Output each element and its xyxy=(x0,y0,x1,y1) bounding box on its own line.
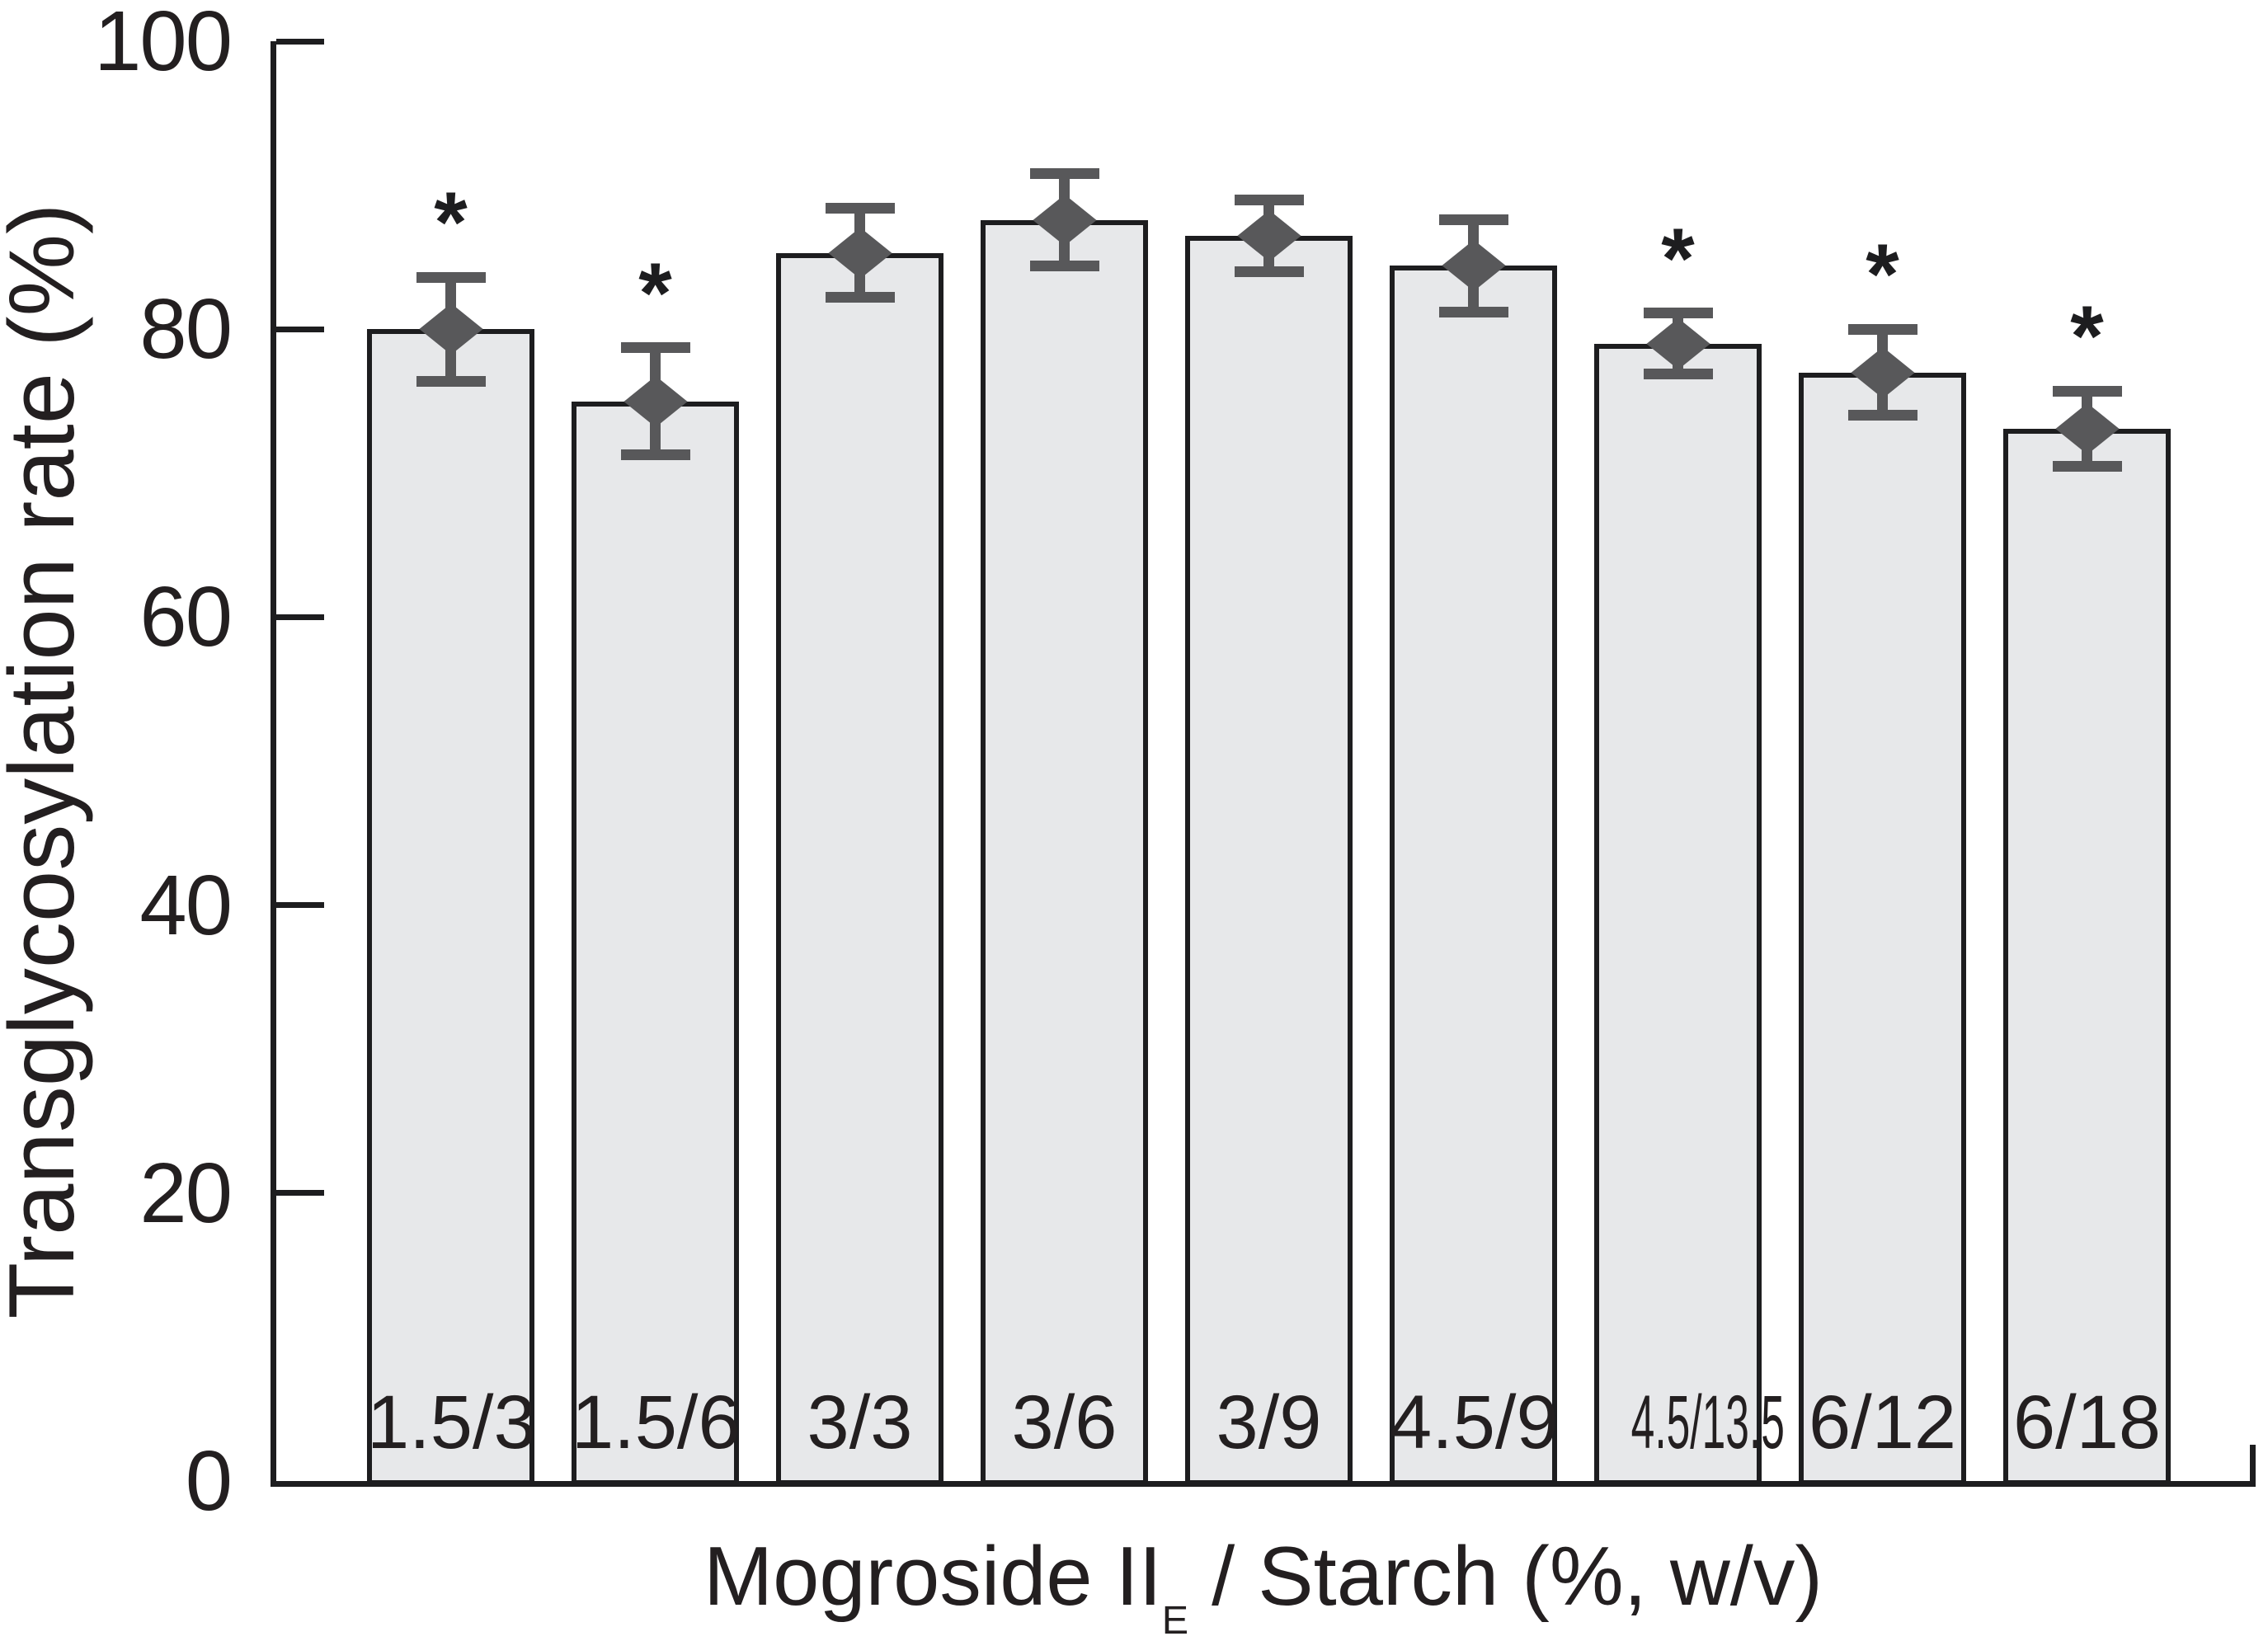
error-bar-cap-top xyxy=(1847,323,1917,335)
error-bar-cap-bottom xyxy=(620,449,690,460)
y-axis-line xyxy=(271,41,276,1487)
error-bar-cap-bottom xyxy=(2052,460,2122,472)
y-axis-tick xyxy=(276,38,324,45)
bar-label: 1.5/6 xyxy=(572,1380,741,1465)
error-bar-cap-top xyxy=(1438,214,1508,225)
x-axis-title-subscript: E xyxy=(1161,1597,1189,1641)
bar: 6/12 xyxy=(1799,372,1966,1485)
significance-asterisk: * xyxy=(1661,210,1695,307)
bar-label: 6/18 xyxy=(2012,1380,2162,1465)
error-bar-cap-top xyxy=(1234,194,1304,205)
x-axis-end-tick xyxy=(2250,1445,2256,1481)
bar: 1.5/6 xyxy=(572,401,741,1485)
x-axis-title-main: Mogroside II xyxy=(703,1531,1162,1623)
bar: 3/6 xyxy=(981,219,1148,1485)
y-axis-tick-label: 20 xyxy=(139,1145,233,1240)
y-axis-tick-label: 80 xyxy=(139,281,233,377)
error-bar-cap-top xyxy=(620,342,690,354)
significance-asterisk: * xyxy=(638,245,672,341)
bar-label: 4.5/13.5 xyxy=(1630,1380,1785,1465)
significance-asterisk: * xyxy=(1866,227,1899,323)
y-axis-tick xyxy=(276,902,324,909)
significance-asterisk: * xyxy=(2070,289,2104,385)
bar: 4.5/13.5 xyxy=(1594,343,1785,1485)
y-axis-tick-label: 40 xyxy=(139,857,233,952)
bar-label: 3/6 xyxy=(1011,1380,1118,1465)
x-axis-title-tail: / Starch (%, w/v) xyxy=(1188,1531,1823,1623)
y-axis-tick xyxy=(276,326,324,332)
error-bar-cap-top xyxy=(1029,168,1099,180)
y-axis-tick xyxy=(276,614,324,620)
error-bar-cap-bottom xyxy=(1438,306,1508,317)
bar-label: 6/12 xyxy=(1808,1380,1957,1465)
y-axis-tick-label: 0 xyxy=(185,1433,233,1528)
y-axis-tick-label: 60 xyxy=(139,569,233,665)
error-bar-cap-bottom xyxy=(1029,260,1099,271)
bar: 4.5/9 xyxy=(1390,266,1559,1485)
error-bar-cap-bottom xyxy=(1847,410,1917,421)
bar: 3/3 xyxy=(776,252,943,1485)
bar-label: 1.5/3 xyxy=(367,1380,536,1465)
y-axis-tick xyxy=(276,1190,324,1197)
y-axis-title: Transglycosylation rate (%) xyxy=(0,203,93,1319)
error-bar-cap-top xyxy=(1643,308,1713,319)
bar: 3/9 xyxy=(1185,235,1353,1485)
y-axis-tick-label: 100 xyxy=(94,0,233,88)
error-bar-cap-top xyxy=(2052,385,2122,397)
error-bar-cap-bottom xyxy=(1643,368,1713,379)
bar-label: 4.5/9 xyxy=(1390,1380,1559,1465)
bar: 6/18 xyxy=(2003,428,2171,1485)
error-bar-cap-bottom xyxy=(416,375,486,387)
bar: 1.5/3 xyxy=(367,329,536,1485)
significance-asterisk: * xyxy=(434,175,468,271)
x-axis-title: Mogroside IIE / Starch (%, w/v) xyxy=(271,1529,2256,1640)
error-bar-cap-top xyxy=(825,203,895,214)
error-bar-cap-bottom xyxy=(1234,266,1304,277)
error-bar-cap-top xyxy=(416,271,486,283)
bar-label: 3/3 xyxy=(807,1380,913,1465)
error-bar-cap-bottom xyxy=(825,292,895,303)
bar-label: 3/9 xyxy=(1216,1380,1322,1465)
